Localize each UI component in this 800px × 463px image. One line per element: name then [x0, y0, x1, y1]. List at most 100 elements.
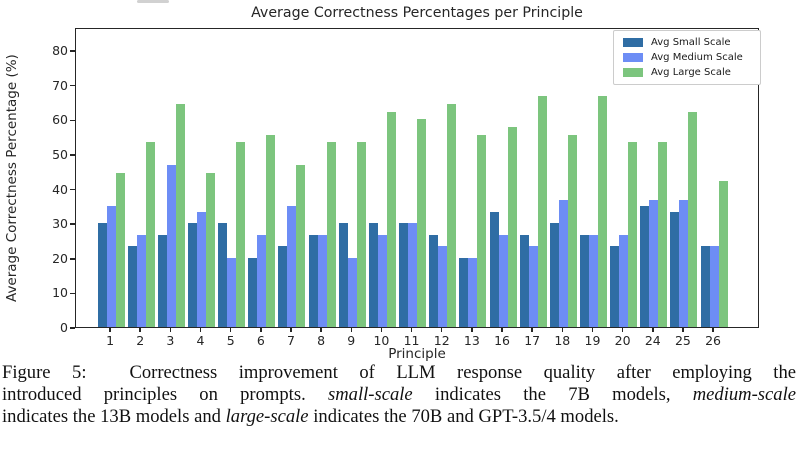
- bar-avg-large-scale-p24: [658, 142, 668, 327]
- xtick-label-9: 9: [347, 333, 356, 348]
- bar-avg-large-scale-p3: [175, 104, 185, 327]
- caption-line-3: indicates the 13B models and large-scale…: [2, 406, 796, 428]
- bar-avg-small-scale-p18: [549, 223, 559, 327]
- bar-avg-large-scale-p1: [115, 173, 125, 327]
- bar-avg-small-scale-p3: [157, 234, 167, 327]
- bar-avg-small-scale-p4: [188, 223, 197, 327]
- bar-group-20: [609, 142, 639, 327]
- bar-group-7: [277, 165, 307, 327]
- xtick-label-19: 19: [584, 333, 601, 348]
- xtick-label-20: 20: [614, 333, 631, 348]
- ytick-label-0: 0: [60, 320, 68, 335]
- chart-legend: Avg Small Scale Avg Medium Scale Avg Large…: [613, 30, 761, 85]
- page-crop-artifact: [137, 0, 169, 3]
- bar-group-2: [126, 142, 156, 327]
- xtick-label-1: 1: [106, 333, 115, 348]
- bar-avg-medium-scale-p3: [166, 165, 176, 327]
- xtick-mark-25: [682, 328, 684, 332]
- legend-swatch: [623, 53, 643, 62]
- bar-avg-large-scale-p26: [718, 180, 728, 327]
- bar-avg-large-scale-p19: [597, 96, 607, 327]
- xtick-mark-20: [621, 328, 624, 332]
- chart-title: Average Correctness Percentages per Prin…: [251, 5, 583, 21]
- xtick-mark-19: [591, 328, 594, 332]
- bar-avg-medium-scale-p9: [347, 257, 357, 327]
- bar-avg-medium-scale-p17: [528, 246, 538, 327]
- xtick-mark-12: [440, 328, 443, 332]
- bar-avg-medium-scale-p24: [649, 199, 659, 327]
- ytick-label-80: 80: [52, 43, 68, 58]
- xtick-mark-13: [471, 328, 473, 332]
- bar-avg-medium-scale-p1: [106, 205, 116, 327]
- caption-text: introduced principles on prompts.: [2, 383, 328, 405]
- bar-avg-small-scale-p17: [519, 234, 529, 327]
- xtick-label-3: 3: [166, 333, 175, 348]
- bar-avg-large-scale-p16: [507, 126, 517, 327]
- bar-group-18: [548, 134, 578, 327]
- xtick-label-13: 13: [463, 333, 480, 348]
- bar-group-5: [217, 142, 247, 327]
- caption-italic-term: medium-scale: [692, 383, 796, 405]
- ytick-label-20: 20: [52, 250, 68, 266]
- xtick-mark-7: [290, 328, 292, 332]
- bar-avg-small-scale-p24: [640, 205, 650, 327]
- xtick-label-17: 17: [524, 333, 541, 348]
- bar-avg-large-scale-p25: [688, 111, 698, 327]
- bar-avg-small-scale-p13: [459, 257, 469, 327]
- bar-group-13: [458, 134, 488, 327]
- bar-group-17: [518, 96, 548, 327]
- ytick-mark-70: [69, 84, 75, 87]
- ytick-label-50: 50: [52, 146, 68, 162]
- bar-avg-large-scale-p12: [447, 104, 457, 327]
- bar-avg-medium-scale-p25: [679, 199, 689, 327]
- bar-avg-medium-scale-p13: [468, 257, 478, 327]
- xtick-label-4: 4: [196, 333, 205, 348]
- bar-avg-large-scale-p2: [145, 142, 155, 327]
- x-axis-label: Principle: [388, 346, 446, 362]
- legend-label: Avg Small Scale: [651, 37, 731, 48]
- ytick-label-10: 10: [52, 285, 68, 301]
- xtick-mark-1: [109, 328, 111, 332]
- figure-caption: Figure 5: Correctness improvement of LLM…: [0, 360, 800, 427]
- ytick-label-40: 40: [52, 181, 68, 197]
- bar-avg-large-scale-p5: [236, 142, 246, 327]
- legend-swatch: [623, 38, 643, 47]
- bar-avg-medium-scale-p26: [709, 246, 719, 327]
- ytick-mark-0: [69, 327, 75, 329]
- bar-avg-small-scale-p12: [429, 234, 439, 327]
- legend-label: Avg Medium Scale: [651, 52, 743, 63]
- legend-swatch: [623, 68, 643, 77]
- xtick-label-6: 6: [256, 333, 265, 348]
- bar-group-26: [699, 180, 729, 327]
- bar-avg-large-scale-p7: [296, 165, 306, 327]
- xtick-mark-17: [531, 328, 533, 332]
- caption-text: indicates the 70B and GPT-3.5/4 models.: [308, 405, 619, 427]
- bar-avg-large-scale-p18: [567, 134, 577, 327]
- bar-avg-large-scale-p10: [386, 111, 396, 327]
- bar-avg-small-scale-p20: [610, 246, 620, 327]
- ytick-mark-20: [69, 258, 75, 260]
- bar-avg-small-scale-p6: [248, 257, 258, 327]
- xtick-mark-9: [350, 328, 353, 332]
- bar-avg-medium-scale-p10: [377, 234, 387, 327]
- xtick-label-11: 11: [403, 333, 420, 348]
- bar-avg-small-scale-p1: [97, 223, 107, 327]
- caption-text: Figure 5: Correctness improvement of LLM…: [2, 362, 796, 383]
- bar-avg-small-scale-p16: [489, 211, 499, 327]
- caption-text: indicates the 7B models,: [412, 383, 693, 405]
- xtick-mark-5: [229, 328, 232, 332]
- bar-avg-medium-scale-p4: [197, 211, 206, 327]
- bar-group-12: [428, 104, 458, 327]
- bar-avg-medium-scale-p19: [588, 234, 598, 327]
- xtick-mark-8: [320, 328, 322, 332]
- ytick-mark-30: [69, 223, 75, 225]
- bar-group-16: [488, 126, 518, 327]
- bar-avg-large-scale-p11: [417, 119, 427, 327]
- bar-group-4: [186, 173, 216, 327]
- xtick-label-24: 24: [644, 333, 661, 348]
- xtick-mark-18: [561, 328, 564, 332]
- bar-group-9: [337, 142, 367, 327]
- bar-avg-medium-scale-p8: [317, 234, 327, 327]
- xtick-mark-26: [712, 328, 714, 332]
